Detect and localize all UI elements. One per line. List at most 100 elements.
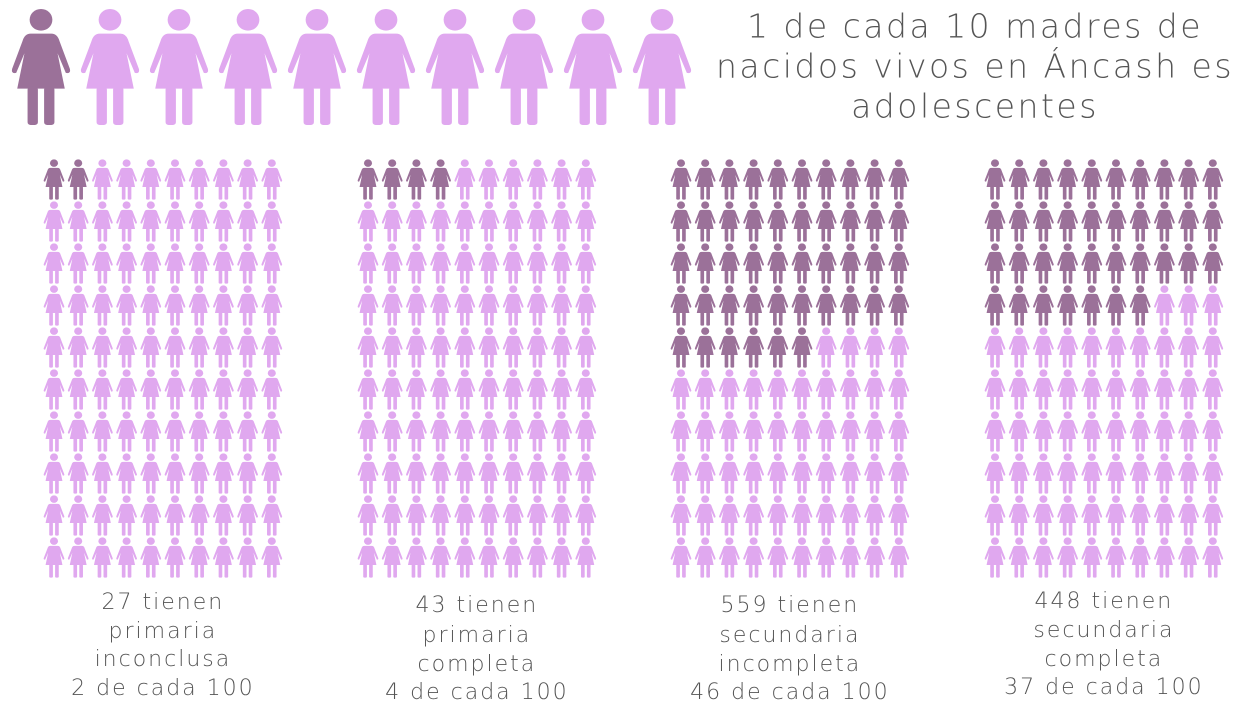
person-icon bbox=[1178, 537, 1199, 578]
person-icon bbox=[213, 453, 234, 494]
person-icon bbox=[1057, 453, 1078, 494]
title-line: nacidos vivos en Áncash es bbox=[716, 46, 1233, 86]
person-icon bbox=[164, 369, 186, 410]
person-icon bbox=[188, 369, 210, 410]
person-icon bbox=[67, 159, 89, 200]
person-icon bbox=[527, 537, 548, 578]
person-icon bbox=[237, 411, 258, 452]
person-icon bbox=[1129, 159, 1151, 200]
person-icon bbox=[527, 327, 548, 368]
person-icon bbox=[984, 201, 1006, 242]
person-icon bbox=[888, 201, 910, 242]
person-icon bbox=[791, 453, 813, 494]
person-icon bbox=[454, 411, 476, 452]
person-icon bbox=[767, 201, 789, 242]
caption-line: secundaria bbox=[719, 623, 860, 648]
person-icon bbox=[140, 285, 162, 326]
person-icon bbox=[527, 285, 548, 326]
person-icon bbox=[1129, 201, 1151, 242]
caption-line: completa bbox=[1045, 647, 1164, 672]
person-icon bbox=[67, 243, 89, 284]
person-icon bbox=[1105, 285, 1127, 326]
person-icon bbox=[575, 327, 597, 368]
person-icon bbox=[767, 285, 789, 326]
person-icon bbox=[43, 285, 65, 326]
person-icon bbox=[888, 537, 910, 578]
person-icon bbox=[767, 159, 789, 200]
person-icon bbox=[218, 8, 278, 126]
person-icon bbox=[164, 537, 186, 578]
person-icon bbox=[261, 243, 283, 284]
person-icon bbox=[694, 201, 716, 242]
person-icon bbox=[551, 411, 572, 452]
person-icon bbox=[116, 327, 137, 368]
person-icon bbox=[527, 369, 548, 410]
person-icon bbox=[840, 327, 861, 368]
person-icon bbox=[357, 285, 379, 326]
person-icon bbox=[791, 537, 813, 578]
person-icon bbox=[67, 327, 89, 368]
person-icon bbox=[888, 495, 910, 536]
person-icon bbox=[381, 411, 403, 452]
person-icon bbox=[43, 369, 65, 410]
person-icon bbox=[1057, 495, 1078, 536]
person-icon bbox=[1033, 369, 1054, 410]
person-icon bbox=[767, 369, 789, 410]
person-icon bbox=[116, 495, 137, 536]
person-icon bbox=[287, 8, 347, 126]
person-icon bbox=[551, 243, 572, 284]
person-icon bbox=[670, 327, 692, 368]
person-icon bbox=[261, 369, 283, 410]
person-icon bbox=[213, 369, 234, 410]
person-icon bbox=[478, 495, 500, 536]
person-icon bbox=[149, 8, 209, 126]
person-icon bbox=[1178, 201, 1199, 242]
person-icon bbox=[213, 495, 234, 536]
person-icon bbox=[116, 369, 137, 410]
person-icon bbox=[575, 369, 597, 410]
person-icon bbox=[116, 453, 137, 494]
person-icon bbox=[502, 243, 524, 284]
person-icon bbox=[864, 369, 885, 410]
person-icon bbox=[261, 453, 283, 494]
person-icon bbox=[478, 159, 500, 200]
person-icon bbox=[1081, 411, 1103, 452]
person-icon bbox=[1129, 411, 1151, 452]
person-icon bbox=[1057, 285, 1078, 326]
person-icon bbox=[116, 411, 137, 452]
person-icon bbox=[575, 453, 597, 494]
person-icon bbox=[261, 537, 283, 578]
person-icon bbox=[43, 201, 65, 242]
person-icon bbox=[743, 285, 764, 326]
person-icon bbox=[767, 537, 789, 578]
caption-line: completa bbox=[418, 652, 537, 677]
person-icon bbox=[1154, 243, 1175, 284]
caption-line: inconclusa bbox=[95, 647, 232, 672]
person-icon bbox=[430, 201, 451, 242]
person-icon bbox=[430, 495, 451, 536]
person-icon bbox=[1081, 537, 1103, 578]
person-icon bbox=[164, 285, 186, 326]
person-icon bbox=[430, 411, 451, 452]
person-icon bbox=[502, 327, 524, 368]
person-icon bbox=[1178, 159, 1199, 200]
person-icon bbox=[1129, 327, 1151, 368]
person-icon bbox=[43, 327, 65, 368]
person-icon bbox=[67, 285, 89, 326]
person-icon bbox=[1202, 495, 1224, 536]
person-icon bbox=[502, 537, 524, 578]
person-icon bbox=[140, 495, 162, 536]
person-icon bbox=[670, 411, 692, 452]
caption-line: 46 de cada 100 bbox=[690, 680, 890, 705]
person-icon bbox=[430, 453, 451, 494]
person-icon bbox=[1202, 201, 1224, 242]
person-icon bbox=[237, 537, 258, 578]
person-icon bbox=[92, 285, 113, 326]
person-icon bbox=[381, 495, 403, 536]
person-icon bbox=[406, 243, 427, 284]
person-icon bbox=[1033, 285, 1054, 326]
person-icon bbox=[1081, 495, 1103, 536]
person-icon bbox=[1202, 537, 1224, 578]
caption-line: 448 tienen bbox=[1035, 589, 1174, 614]
person-icon bbox=[1178, 369, 1199, 410]
